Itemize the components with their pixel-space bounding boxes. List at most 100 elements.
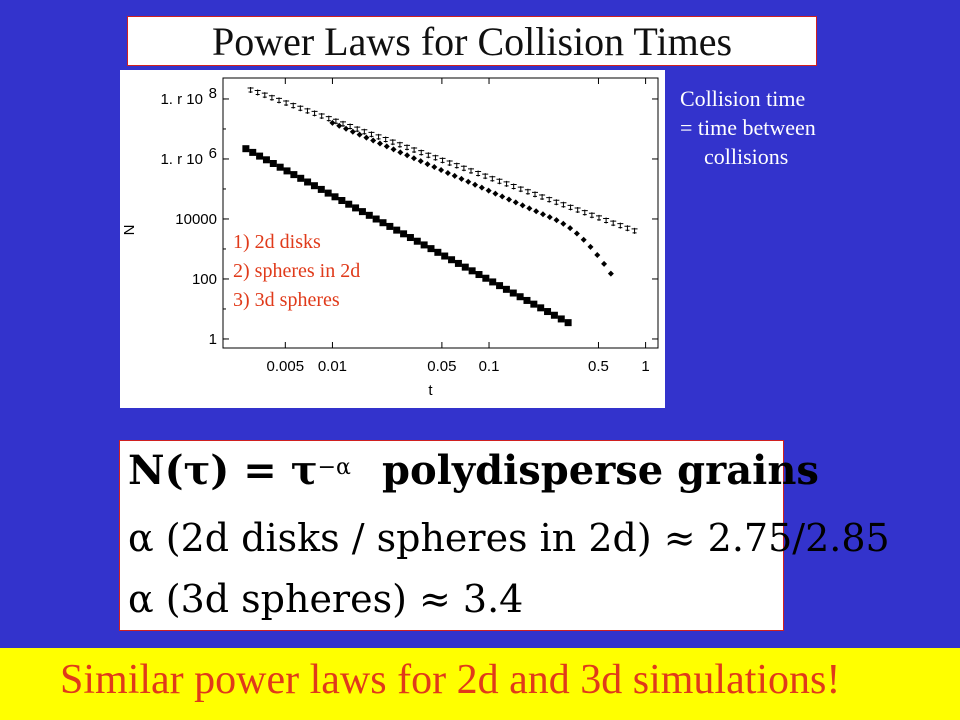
data-point-spheres-2d — [499, 193, 506, 200]
data-point-2d-disks — [460, 165, 467, 172]
data-point-spheres-2d — [607, 270, 614, 277]
data-point-2d-disks — [546, 196, 553, 203]
data-point-2d-disks — [304, 107, 311, 114]
data-point-2d-disks — [510, 183, 517, 190]
y-axis-label: N — [121, 225, 138, 236]
data-point-2d-disks — [418, 149, 425, 156]
x-tick-label: 0.005 — [267, 358, 305, 375]
data-point-2d-disks — [382, 136, 389, 143]
data-point-2d-disks — [581, 209, 588, 216]
data-point-3d-spheres — [242, 145, 250, 153]
data-point-3d-spheres — [516, 293, 524, 301]
data-point-3d-spheres — [468, 267, 476, 275]
data-point-spheres-2d — [587, 243, 594, 250]
data-point-3d-spheres — [427, 245, 435, 253]
data-point-2d-disks — [368, 131, 375, 138]
data-point-3d-spheres — [372, 215, 380, 223]
data-point-2d-disks — [503, 180, 510, 187]
data-point-spheres-2d — [438, 167, 445, 174]
y-tick-label: 100 — [192, 271, 217, 288]
data-point-spheres-2d — [397, 149, 404, 156]
x-tick-label: 1 — [641, 358, 649, 375]
note-line-1: Collision time — [680, 86, 806, 111]
note-line-2: = time between — [680, 115, 816, 140]
formula-exponent: −α — [317, 454, 351, 480]
data-point-spheres-2d — [444, 169, 451, 176]
data-point-spheres-2d — [546, 214, 553, 221]
data-point-3d-spheres — [338, 197, 346, 205]
data-point-2d-disks — [574, 207, 581, 214]
collision-time-chart: 1 100 10000 1. r 10 6 1. r 10 8 0.005 0.01 0.05 0.… — [120, 70, 665, 408]
slide-title: Power Laws for Collision Times — [127, 16, 817, 66]
data-point-3d-spheres — [434, 248, 442, 256]
data-point-3d-spheres — [489, 278, 497, 286]
data-point-spheres-2d — [417, 158, 424, 165]
data-point-2d-disks — [489, 175, 496, 182]
data-point-spheres-2d — [376, 140, 383, 147]
data-point-2d-disks — [567, 204, 574, 211]
data-point-spheres-2d — [533, 208, 540, 215]
data-point-2d-disks — [468, 167, 475, 174]
data-point-spheres-2d — [519, 202, 526, 209]
data-point-spheres-2d — [383, 143, 390, 150]
data-point-3d-spheres — [413, 237, 421, 245]
data-point-2d-disks — [624, 225, 631, 232]
data-point-3d-spheres — [297, 174, 305, 182]
data-point-spheres-2d — [431, 164, 438, 171]
data-point-2d-disks — [283, 99, 290, 106]
data-point-3d-spheres — [537, 304, 545, 312]
data-point-spheres-2d — [539, 211, 546, 218]
y-tick-exponent: 8 — [209, 85, 217, 102]
data-point-spheres-2d — [424, 161, 431, 168]
formula-polydisperse: polydisperse grains — [382, 447, 819, 494]
data-point-3d-spheres — [290, 171, 298, 179]
data-point-2d-disks — [603, 217, 610, 224]
formula-line-alpha-3d: α (3d spheres) ≈ 3.4 — [128, 577, 524, 621]
data-point-2d-disks — [475, 170, 482, 177]
x-tick-label: 0.5 — [588, 358, 609, 375]
data-point-2d-disks — [354, 126, 361, 133]
data-point-spheres-2d — [553, 217, 560, 224]
data-point-3d-spheres — [317, 185, 325, 193]
data-point-3d-spheres — [386, 222, 394, 230]
data-point-3d-spheres — [358, 208, 366, 216]
data-point-spheres-2d — [512, 199, 519, 206]
y-tick-exponent: 6 — [209, 145, 217, 162]
data-point-spheres-2d — [601, 260, 608, 267]
data-point-2d-disks — [517, 186, 524, 193]
data-point-2d-disks — [404, 144, 411, 151]
data-point-2d-disks — [453, 162, 460, 169]
data-point-3d-spheres — [530, 300, 538, 308]
formula-lhs: N(τ) = τ — [128, 447, 318, 494]
data-point-3d-spheres — [496, 282, 504, 290]
data-point-3d-spheres — [475, 271, 483, 279]
data-point-2d-disks — [482, 173, 489, 180]
data-point-2d-disks — [254, 89, 261, 96]
data-point-spheres-2d — [404, 152, 411, 159]
data-point-3d-spheres — [352, 204, 360, 212]
data-point-2d-disks — [389, 139, 396, 146]
chart-legend: 1) 2d disks 2) spheres in 2d 3) 3d spher… — [233, 228, 360, 315]
data-point-3d-spheres — [564, 319, 572, 327]
chart-svg: 1 100 10000 1. r 10 6 1. r 10 8 0.005 0.01 0.05 0.… — [121, 77, 659, 399]
data-point-2d-disks — [532, 191, 538, 198]
data-point-2d-disks — [617, 222, 624, 229]
bottom-conclusion: Similar power laws for 2d and 3d simulat… — [60, 657, 841, 703]
data-point-2d-disks — [439, 157, 446, 164]
data-point-2d-disks — [325, 115, 332, 122]
data-point-3d-spheres — [544, 308, 552, 316]
data-point-2d-disks — [290, 102, 297, 109]
data-point-2d-disks — [247, 86, 254, 93]
data-point-3d-spheres — [461, 263, 469, 271]
data-point-spheres-2d — [343, 125, 350, 132]
data-point-2d-disks — [610, 220, 617, 227]
data-point-2d-disks — [396, 141, 403, 148]
collision-time-note: Collision time = time between collisions — [680, 84, 816, 171]
data-point-3d-spheres — [393, 226, 401, 234]
data-point-2d-disks — [553, 199, 560, 206]
data-point-spheres-2d — [594, 251, 601, 258]
data-point-2d-disks — [560, 201, 567, 208]
data-point-2d-disks — [432, 154, 439, 161]
legend-entry-3d-spheres: 3) 3d spheres — [233, 289, 340, 311]
data-point-spheres-2d — [336, 122, 343, 129]
